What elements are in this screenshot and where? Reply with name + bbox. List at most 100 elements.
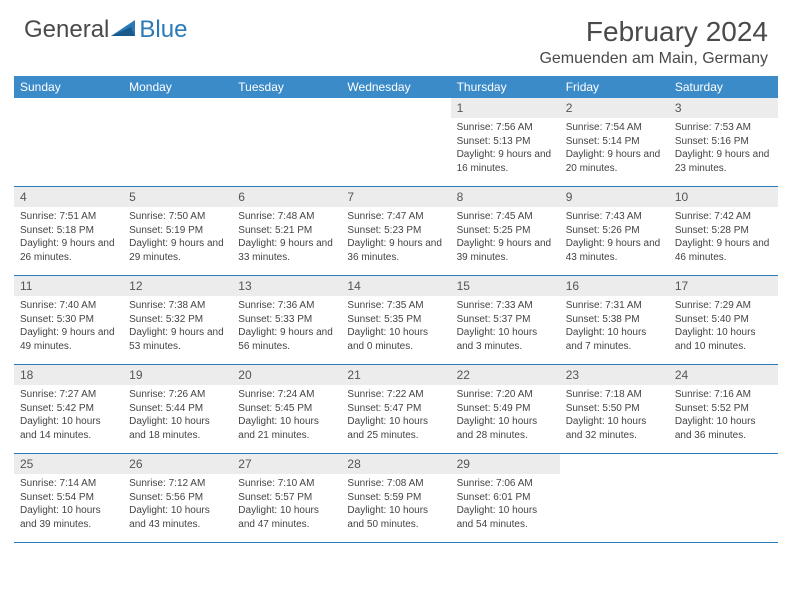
daylight-text: Daylight: 9 hours and 23 minutes.: [675, 148, 772, 175]
empty-day: [123, 98, 232, 118]
daylight-text: Daylight: 10 hours and 43 minutes.: [129, 504, 226, 531]
day-number: 9: [560, 187, 669, 207]
day-number: 8: [451, 187, 560, 207]
daylight-text: Daylight: 10 hours and 3 minutes.: [457, 326, 554, 353]
day-cell: 6Sunrise: 7:48 AMSunset: 5:21 PMDaylight…: [232, 187, 341, 275]
daylight-text: Daylight: 10 hours and 39 minutes.: [20, 504, 117, 531]
day-cell: [341, 98, 450, 186]
title-block: February 2024 Gemuenden am Main, Germany: [539, 16, 768, 68]
sunset-text: Sunset: 5:26 PM: [566, 224, 663, 238]
daylight-text: Daylight: 10 hours and 21 minutes.: [238, 415, 335, 442]
daylight-text: Daylight: 10 hours and 18 minutes.: [129, 415, 226, 442]
day-number: 1: [451, 98, 560, 118]
day-content: Sunrise: 7:43 AMSunset: 5:26 PMDaylight:…: [560, 207, 669, 267]
day-cell: 24Sunrise: 7:16 AMSunset: 5:52 PMDayligh…: [669, 365, 778, 453]
sunrise-text: Sunrise: 7:29 AM: [675, 299, 772, 313]
sunset-text: Sunset: 5:23 PM: [347, 224, 444, 238]
sunrise-text: Sunrise: 7:33 AM: [457, 299, 554, 313]
sunset-text: Sunset: 5:42 PM: [20, 402, 117, 416]
weekday-header: Thursday: [451, 76, 560, 98]
day-number: 4: [14, 187, 123, 207]
empty-day: [14, 98, 123, 118]
daylight-text: Daylight: 9 hours and 53 minutes.: [129, 326, 226, 353]
day-content: Sunrise: 7:45 AMSunset: 5:25 PMDaylight:…: [451, 207, 560, 267]
day-content: Sunrise: 7:29 AMSunset: 5:40 PMDaylight:…: [669, 296, 778, 356]
day-number: 14: [341, 276, 450, 296]
day-number: 5: [123, 187, 232, 207]
sunset-text: Sunset: 5:44 PM: [129, 402, 226, 416]
day-content: Sunrise: 7:38 AMSunset: 5:32 PMDaylight:…: [123, 296, 232, 356]
daylight-text: Daylight: 10 hours and 10 minutes.: [675, 326, 772, 353]
sunset-text: Sunset: 5:16 PM: [675, 135, 772, 149]
empty-day: [341, 98, 450, 118]
day-cell: 22Sunrise: 7:20 AMSunset: 5:49 PMDayligh…: [451, 365, 560, 453]
day-content: Sunrise: 7:12 AMSunset: 5:56 PMDaylight:…: [123, 474, 232, 534]
sunset-text: Sunset: 5:28 PM: [675, 224, 772, 238]
daylight-text: Daylight: 10 hours and 54 minutes.: [457, 504, 554, 531]
sunrise-text: Sunrise: 7:36 AM: [238, 299, 335, 313]
sunset-text: Sunset: 5:49 PM: [457, 402, 554, 416]
day-cell: 15Sunrise: 7:33 AMSunset: 5:37 PMDayligh…: [451, 276, 560, 364]
sunset-text: Sunset: 5:33 PM: [238, 313, 335, 327]
weekday-header-row: Sunday Monday Tuesday Wednesday Thursday…: [14, 76, 778, 98]
sunrise-text: Sunrise: 7:45 AM: [457, 210, 554, 224]
day-cell: 10Sunrise: 7:42 AMSunset: 5:28 PMDayligh…: [669, 187, 778, 275]
sunrise-text: Sunrise: 7:20 AM: [457, 388, 554, 402]
day-content: Sunrise: 7:16 AMSunset: 5:52 PMDaylight:…: [669, 385, 778, 445]
day-content: Sunrise: 7:27 AMSunset: 5:42 PMDaylight:…: [14, 385, 123, 445]
day-content: Sunrise: 7:56 AMSunset: 5:13 PMDaylight:…: [451, 118, 560, 178]
day-content: Sunrise: 7:35 AMSunset: 5:35 PMDaylight:…: [341, 296, 450, 356]
day-cell: 20Sunrise: 7:24 AMSunset: 5:45 PMDayligh…: [232, 365, 341, 453]
day-content: Sunrise: 7:10 AMSunset: 5:57 PMDaylight:…: [232, 474, 341, 534]
daylight-text: Daylight: 9 hours and 36 minutes.: [347, 237, 444, 264]
daylight-text: Daylight: 10 hours and 28 minutes.: [457, 415, 554, 442]
day-cell: 5Sunrise: 7:50 AMSunset: 5:19 PMDaylight…: [123, 187, 232, 275]
sunset-text: Sunset: 5:13 PM: [457, 135, 554, 149]
sunrise-text: Sunrise: 7:43 AM: [566, 210, 663, 224]
week-row: 11Sunrise: 7:40 AMSunset: 5:30 PMDayligh…: [14, 276, 778, 365]
day-number: 20: [232, 365, 341, 385]
day-cell: 1Sunrise: 7:56 AMSunset: 5:13 PMDaylight…: [451, 98, 560, 186]
sunrise-text: Sunrise: 7:51 AM: [20, 210, 117, 224]
week-row: 1Sunrise: 7:56 AMSunset: 5:13 PMDaylight…: [14, 98, 778, 187]
sunset-text: Sunset: 5:35 PM: [347, 313, 444, 327]
day-content: Sunrise: 7:20 AMSunset: 5:49 PMDaylight:…: [451, 385, 560, 445]
sunset-text: Sunset: 5:50 PM: [566, 402, 663, 416]
daylight-text: Daylight: 10 hours and 25 minutes.: [347, 415, 444, 442]
day-content: Sunrise: 7:26 AMSunset: 5:44 PMDaylight:…: [123, 385, 232, 445]
daylight-text: Daylight: 9 hours and 16 minutes.: [457, 148, 554, 175]
day-number: 13: [232, 276, 341, 296]
sunset-text: Sunset: 5:59 PM: [347, 491, 444, 505]
day-content: Sunrise: 7:53 AMSunset: 5:16 PMDaylight:…: [669, 118, 778, 178]
day-cell: 12Sunrise: 7:38 AMSunset: 5:32 PMDayligh…: [123, 276, 232, 364]
daylight-text: Daylight: 10 hours and 7 minutes.: [566, 326, 663, 353]
daylight-text: Daylight: 9 hours and 39 minutes.: [457, 237, 554, 264]
sunrise-text: Sunrise: 7:53 AM: [675, 121, 772, 135]
day-number: 15: [451, 276, 560, 296]
sunrise-text: Sunrise: 7:38 AM: [129, 299, 226, 313]
daylight-text: Daylight: 9 hours and 33 minutes.: [238, 237, 335, 264]
week-row: 4Sunrise: 7:51 AMSunset: 5:18 PMDaylight…: [14, 187, 778, 276]
day-content: Sunrise: 7:48 AMSunset: 5:21 PMDaylight:…: [232, 207, 341, 267]
day-number: 28: [341, 454, 450, 474]
sunrise-text: Sunrise: 7:40 AM: [20, 299, 117, 313]
daylight-text: Daylight: 10 hours and 14 minutes.: [20, 415, 117, 442]
day-content: Sunrise: 7:08 AMSunset: 5:59 PMDaylight:…: [341, 474, 450, 534]
day-cell: 17Sunrise: 7:29 AMSunset: 5:40 PMDayligh…: [669, 276, 778, 364]
weekday-header: Tuesday: [232, 76, 341, 98]
daylight-text: Daylight: 9 hours and 56 minutes.: [238, 326, 335, 353]
header: General Blue February 2024 Gemuenden am …: [0, 0, 792, 76]
sunrise-text: Sunrise: 7:14 AM: [20, 477, 117, 491]
weeks-container: 1Sunrise: 7:56 AMSunset: 5:13 PMDaylight…: [14, 98, 778, 543]
day-content: Sunrise: 7:22 AMSunset: 5:47 PMDaylight:…: [341, 385, 450, 445]
day-cell: 19Sunrise: 7:26 AMSunset: 5:44 PMDayligh…: [123, 365, 232, 453]
day-content: Sunrise: 7:18 AMSunset: 5:50 PMDaylight:…: [560, 385, 669, 445]
daylight-text: Daylight: 9 hours and 29 minutes.: [129, 237, 226, 264]
sunrise-text: Sunrise: 7:12 AM: [129, 477, 226, 491]
daylight-text: Daylight: 9 hours and 43 minutes.: [566, 237, 663, 264]
day-cell: 8Sunrise: 7:45 AMSunset: 5:25 PMDaylight…: [451, 187, 560, 275]
sunrise-text: Sunrise: 7:54 AM: [566, 121, 663, 135]
day-number: 16: [560, 276, 669, 296]
sunrise-text: Sunrise: 7:31 AM: [566, 299, 663, 313]
day-cell: 26Sunrise: 7:12 AMSunset: 5:56 PMDayligh…: [123, 454, 232, 542]
